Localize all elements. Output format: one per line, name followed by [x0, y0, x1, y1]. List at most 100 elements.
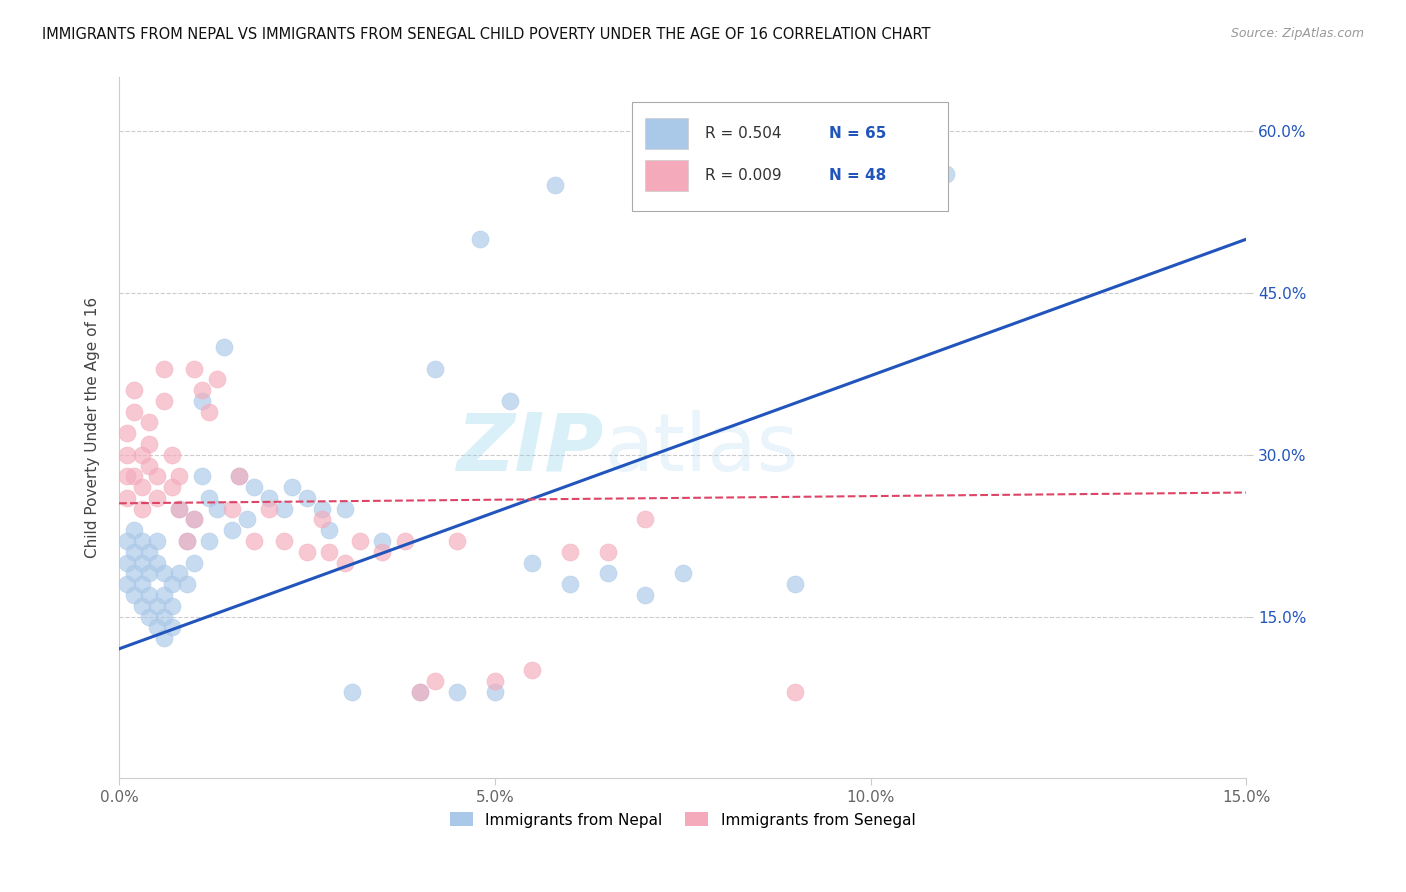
Point: [190, 469, 212, 483]
Point: [122, 405, 145, 419]
Text: R = 0.504: R = 0.504: [706, 126, 782, 141]
Point: [131, 480, 153, 494]
Point: [122, 566, 145, 581]
Point: [446, 685, 468, 699]
FancyBboxPatch shape: [631, 102, 948, 211]
Text: N = 65: N = 65: [830, 126, 887, 141]
Point: [153, 609, 176, 624]
Point: [122, 383, 145, 397]
Point: [311, 501, 333, 516]
Point: [295, 491, 318, 505]
Point: [160, 480, 183, 494]
Point: [176, 577, 198, 591]
Point: [198, 491, 221, 505]
Point: [544, 178, 567, 193]
Point: [145, 599, 167, 613]
Point: [122, 545, 145, 559]
Point: [311, 512, 333, 526]
Point: [785, 577, 807, 591]
Point: [340, 685, 363, 699]
Point: [273, 501, 295, 516]
Point: [183, 361, 205, 376]
Text: Source: ZipAtlas.com: Source: ZipAtlas.com: [1230, 27, 1364, 40]
Point: [935, 168, 957, 182]
Point: [228, 469, 250, 483]
Point: [522, 556, 544, 570]
Point: [484, 674, 506, 689]
Point: [131, 599, 153, 613]
Point: [558, 545, 581, 559]
Point: [160, 620, 183, 634]
Point: [115, 491, 138, 505]
Point: [408, 685, 430, 699]
Point: [138, 437, 160, 451]
Point: [131, 501, 153, 516]
Point: [371, 545, 394, 559]
Point: [198, 534, 221, 549]
Point: [634, 512, 657, 526]
Text: atlas: atlas: [603, 409, 799, 488]
Point: [153, 588, 176, 602]
Point: [167, 566, 190, 581]
Point: [214, 340, 236, 354]
Point: [408, 685, 430, 699]
Text: ZIP: ZIP: [457, 409, 603, 488]
Point: [122, 588, 145, 602]
Point: [153, 566, 176, 581]
Point: [499, 393, 522, 408]
Text: N = 48: N = 48: [830, 168, 887, 183]
Point: [236, 512, 259, 526]
Point: [138, 588, 160, 602]
Point: [131, 448, 153, 462]
Point: [138, 416, 160, 430]
Point: [167, 501, 190, 516]
Point: [167, 469, 190, 483]
Point: [423, 361, 446, 376]
Point: [160, 448, 183, 462]
Point: [318, 545, 340, 559]
Point: [160, 577, 183, 591]
Point: [115, 534, 138, 549]
Point: [333, 556, 356, 570]
Point: [333, 501, 356, 516]
Point: [273, 534, 295, 549]
Y-axis label: Child Poverty Under the Age of 16: Child Poverty Under the Age of 16: [86, 297, 100, 558]
Point: [198, 405, 221, 419]
Point: [138, 566, 160, 581]
Text: R = 0.009: R = 0.009: [706, 168, 782, 183]
Point: [153, 361, 176, 376]
Point: [634, 588, 657, 602]
Point: [190, 393, 212, 408]
Point: [221, 523, 243, 537]
Point: [243, 534, 266, 549]
Point: [281, 480, 304, 494]
Point: [131, 577, 153, 591]
Point: [115, 577, 138, 591]
Point: [122, 523, 145, 537]
Point: [596, 566, 619, 581]
Point: [145, 534, 167, 549]
Bar: [645, 160, 689, 191]
Point: [131, 556, 153, 570]
Point: [153, 631, 176, 645]
Point: [221, 501, 243, 516]
Point: [138, 458, 160, 473]
Point: [145, 491, 167, 505]
Point: [259, 501, 281, 516]
Point: [115, 556, 138, 570]
Point: [468, 232, 491, 246]
Point: [205, 501, 228, 516]
Point: [596, 545, 619, 559]
Point: [318, 523, 340, 537]
Text: IMMIGRANTS FROM NEPAL VS IMMIGRANTS FROM SENEGAL CHILD POVERTY UNDER THE AGE OF : IMMIGRANTS FROM NEPAL VS IMMIGRANTS FROM…: [42, 27, 931, 42]
Point: [160, 599, 183, 613]
Point: [190, 383, 212, 397]
Point: [138, 609, 160, 624]
Point: [176, 534, 198, 549]
Point: [122, 469, 145, 483]
Legend: Immigrants from Nepal, Immigrants from Senegal: Immigrants from Nepal, Immigrants from S…: [444, 806, 921, 834]
Point: [176, 534, 198, 549]
Point: [183, 556, 205, 570]
Point: [785, 685, 807, 699]
Point: [295, 545, 318, 559]
